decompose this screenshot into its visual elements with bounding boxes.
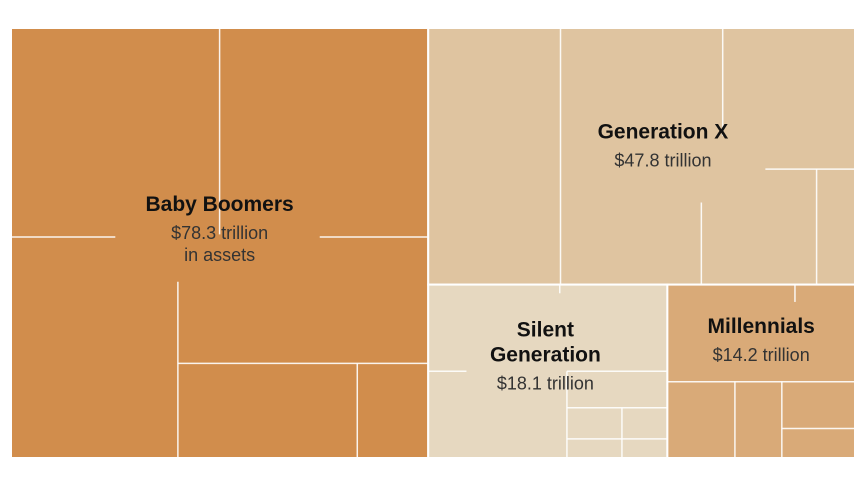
treemap-block-1 — [427, 27, 856, 286]
generation-name: Silent — [517, 319, 574, 342]
generation-name: Millennials — [708, 315, 815, 338]
asset-value-label: $47.8 trillion — [614, 150, 711, 170]
generation-name: Baby Boomers — [145, 193, 293, 216]
asset-value-label: $78.3 trillion — [171, 223, 268, 243]
asset-value-label: $14.2 trillion — [713, 345, 810, 365]
asset-value-label: $18.1 trillion — [497, 374, 594, 394]
asset-value-label: in assets — [184, 245, 255, 265]
generation-name: Generation — [490, 344, 601, 367]
treemap-block-3 — [666, 283, 857, 459]
generation-name: Generation X — [598, 120, 729, 143]
group-label-1: Generation X $47.8 trillion — [598, 120, 729, 170]
group-label-3: Millennials $14.2 trillion — [708, 315, 815, 365]
